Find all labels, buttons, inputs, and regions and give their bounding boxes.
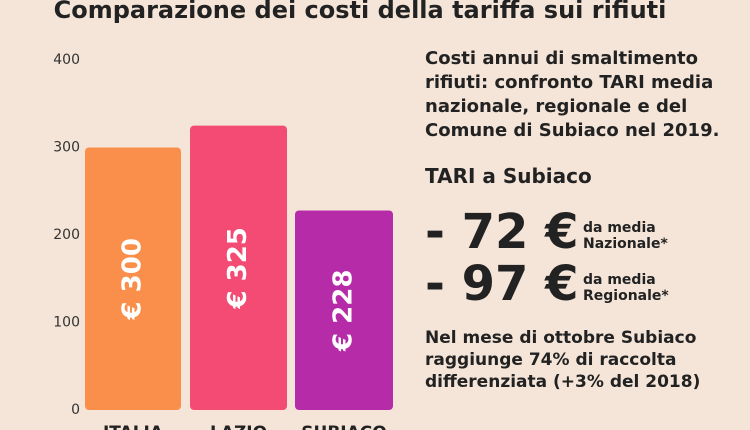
description-line: nazionale, regionale e del — [425, 96, 687, 117]
value-label: € 228 — [329, 270, 359, 352]
stat-note: Nazionale* — [583, 236, 668, 252]
value-label: € 300 — [118, 238, 148, 320]
stat-amount: - 97 € — [425, 256, 579, 312]
stat-note: da media — [583, 220, 656, 236]
stat-amount: - 72 € — [425, 204, 579, 260]
footer-line: differenziata (+3% del 2018) — [425, 372, 700, 392]
x-tick-label: SUBIACO — [301, 423, 386, 430]
subheading: TARI a Subiaco — [425, 164, 592, 188]
stat-note: Regionale* — [583, 288, 669, 304]
y-tick-label: 100 — [53, 315, 80, 331]
x-tick-label: LAZIO — [210, 423, 267, 430]
footer-line: Nel mese di ottobre Subiaco — [425, 328, 696, 348]
description-line: Costi annui di smaltimento — [425, 48, 698, 69]
y-tick-label: 200 — [53, 227, 80, 243]
description-line: Comune di Subiaco nel 2019. — [425, 120, 719, 141]
y-tick-label: 300 — [53, 140, 80, 156]
y-tick-label: 0 — [71, 402, 80, 418]
stat-note: da media — [583, 272, 656, 288]
bar — [85, 147, 181, 410]
bar — [295, 210, 393, 410]
description-line: rifiuti: confronto TARI media — [425, 72, 713, 93]
chart-title: Comparazione dei costi della tariffa sui… — [54, 0, 667, 24]
x-tick-label: ITALIA — [103, 423, 164, 430]
bar — [190, 125, 287, 410]
value-label: € 325 — [223, 227, 253, 309]
y-tick-label: 400 — [53, 52, 80, 68]
footer-line: raggiunge 74% di raccolta — [425, 350, 676, 370]
